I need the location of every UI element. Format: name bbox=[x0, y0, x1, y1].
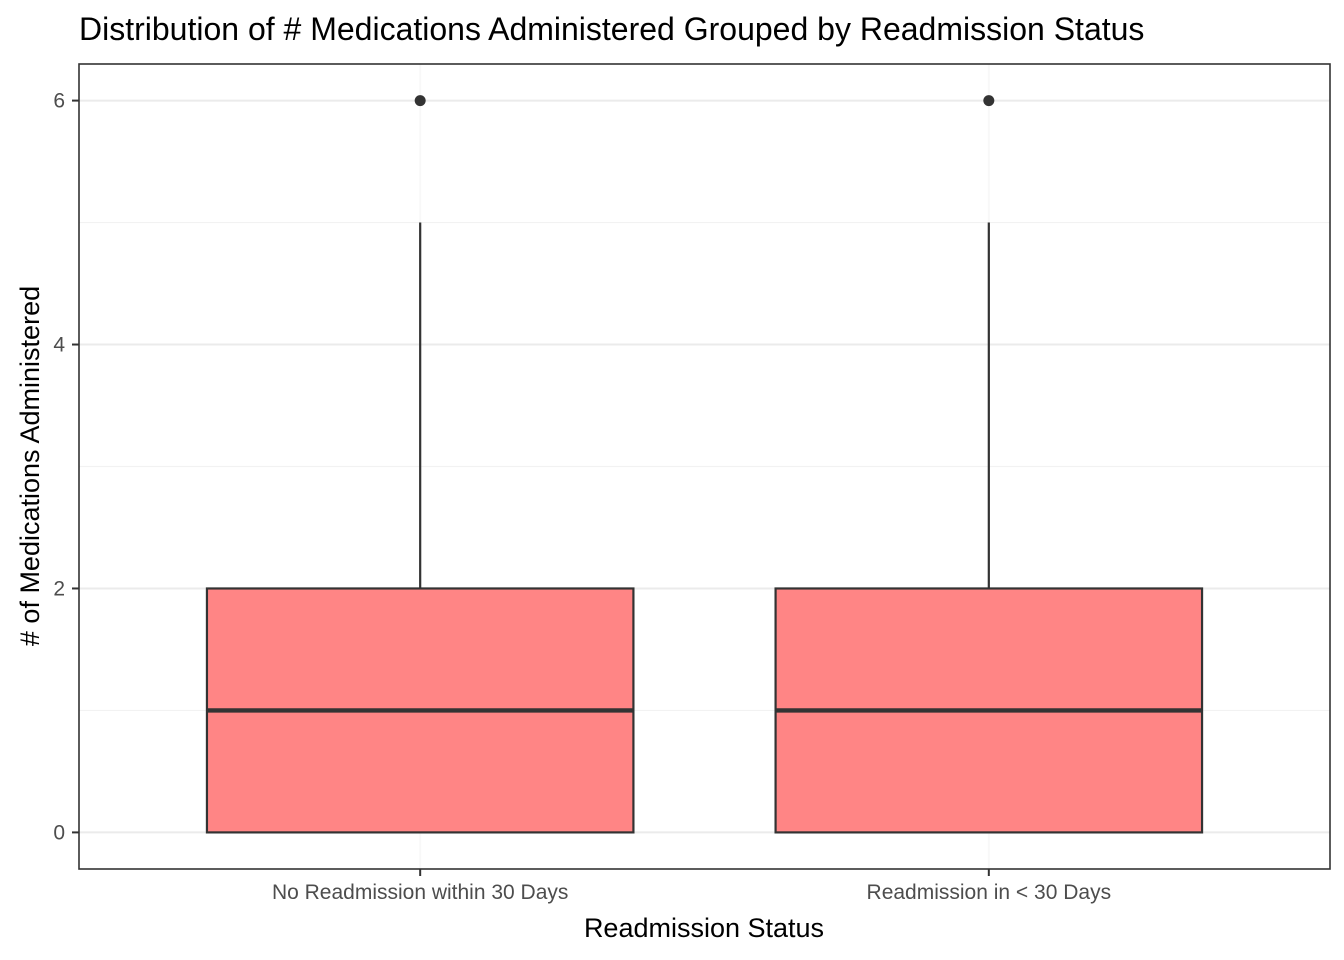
y-tick-label: 2 bbox=[53, 577, 65, 600]
axis-layer: 0 2 4 6 No Readmission within 30 Days Readmis… bbox=[53, 90, 1111, 904]
chart-title: Distribution of # Medications Administer… bbox=[79, 11, 1144, 47]
panel-border bbox=[78, 63, 1331, 870]
y-tick-label: 6 bbox=[53, 90, 65, 113]
y-tick-label: 4 bbox=[53, 334, 65, 357]
x-tick-label: No Readmission within 30 Days bbox=[272, 881, 568, 904]
x-tick-label: Readmission in < 30 Days bbox=[867, 881, 1112, 904]
box-layer bbox=[205, 95, 1204, 834]
x-axis-title: Readmission Status bbox=[584, 913, 824, 943]
y-tick-label: 0 bbox=[53, 821, 65, 844]
y-axis-title: # of Medications Administered bbox=[15, 286, 45, 646]
box-group bbox=[774, 95, 1204, 834]
outlier-point bbox=[414, 95, 426, 107]
box-group bbox=[205, 95, 635, 834]
outlier-point bbox=[983, 95, 995, 107]
